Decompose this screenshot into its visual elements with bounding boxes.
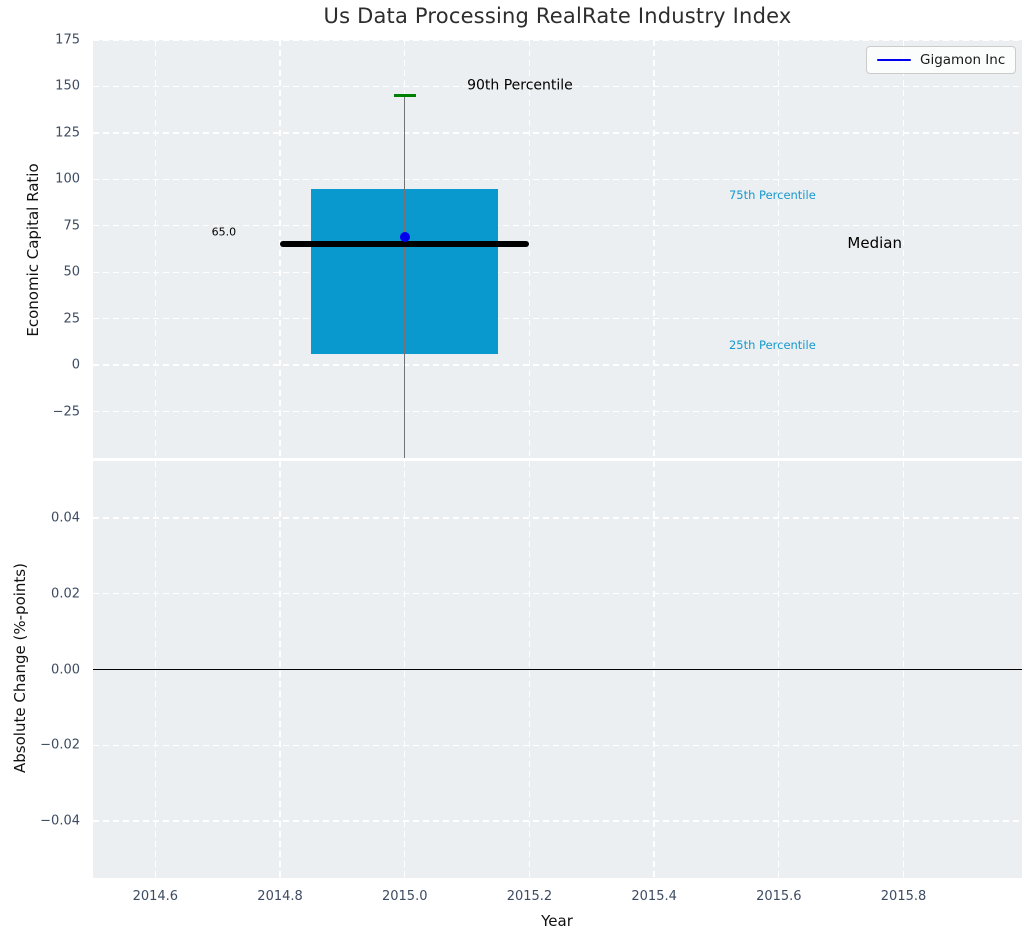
top-plot-area: 90th Percentile 65.0 75th Percentile Median… (93, 40, 1022, 458)
x-tick-label: 2015.0 (381, 889, 428, 904)
y-tick-label: 25 (63, 311, 80, 327)
x-tick-label: 2015.4 (631, 889, 677, 904)
legend-line-swatch (877, 58, 911, 62)
gridline-vertical (154, 40, 156, 458)
y-tick-label: 50 (63, 264, 80, 280)
annotation-90th-percentile: 90th Percentile (467, 78, 573, 95)
gridline-horizontal (93, 40, 1022, 41)
y-tick-label: 125 (55, 125, 80, 141)
y-tick-label: −25 (52, 404, 80, 420)
annotation-75th-percentile: 75th Percentile (728, 188, 816, 203)
chart-title: Us Data Processing RealRate Industry Ind… (323, 4, 792, 28)
gridline-horizontal (93, 517, 1022, 519)
y-tick-label: 0.04 (51, 510, 80, 526)
gridline-horizontal (93, 225, 1022, 227)
gridline-vertical (902, 40, 905, 458)
gridline-horizontal (93, 744, 1022, 746)
gridline-vertical (528, 40, 531, 458)
gridline-horizontal (93, 271, 1022, 273)
company-marker (399, 231, 410, 242)
gridline-horizontal (93, 364, 1022, 366)
y-tick-label: 75 (63, 218, 80, 234)
y-tick-label: −0.02 (40, 737, 80, 753)
x-tick-label: 2015.2 (506, 889, 553, 904)
gridline-horizontal (93, 820, 1022, 822)
gridline-vertical (653, 40, 655, 458)
percentile-90-cap (393, 94, 416, 98)
x-tick-label: 2014.8 (257, 889, 303, 904)
annotation-median: Median (847, 234, 902, 253)
y-tick-label: −0.04 (40, 813, 80, 829)
gridline-vertical (778, 40, 780, 458)
gridline-vertical (279, 40, 281, 458)
gridline-horizontal (93, 132, 1022, 134)
x-tick-label: 2015.8 (880, 889, 927, 904)
x-axis-label: Year (541, 912, 573, 930)
bottom-plot-area (93, 461, 1022, 878)
gridline-horizontal (93, 318, 1022, 320)
legend: Gigamon Inc (866, 46, 1017, 74)
y-tick-label: 0.02 (51, 586, 80, 602)
gridline-horizontal (93, 178, 1022, 180)
legend-label: Gigamon Inc (920, 52, 1006, 68)
gridline-horizontal (93, 85, 1022, 88)
y-tick-label: 100 (55, 171, 80, 187)
y-tick-label: 0.00 (51, 662, 80, 677)
zero-line (93, 668, 1022, 671)
y-axis-label-top: Economic Capital Ratio (24, 163, 42, 337)
annotation-65-0: 65.0 (211, 225, 237, 239)
median-line (280, 241, 530, 248)
y-tick-label: 150 (55, 78, 80, 94)
gridline-horizontal (93, 410, 1022, 413)
y-tick-label: 175 (55, 32, 80, 48)
annotation-25th-percentile: 25th Percentile (728, 337, 816, 352)
y-tick-label: 0 (71, 357, 80, 373)
x-tick-label: 2015.6 (756, 889, 802, 904)
gridline-horizontal (93, 593, 1022, 595)
whisker-line (403, 95, 406, 458)
x-tick-label: 2014.6 (132, 889, 179, 904)
